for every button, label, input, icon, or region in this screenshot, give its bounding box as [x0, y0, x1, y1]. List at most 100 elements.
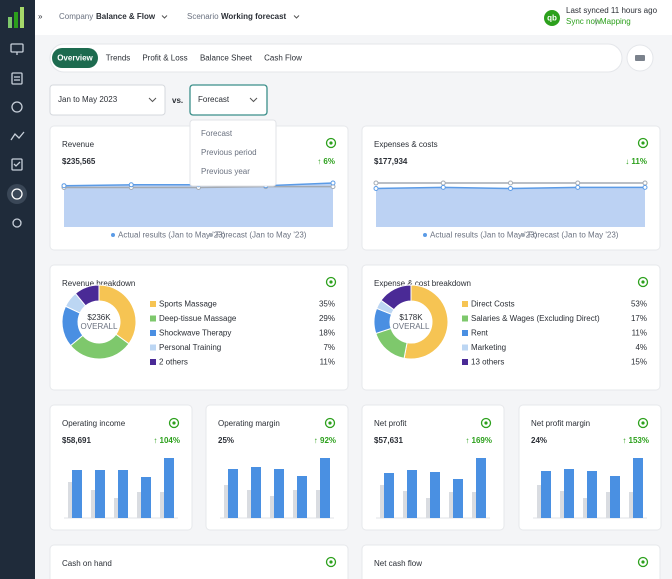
vs: vs.: [172, 96, 183, 105]
topbar: [35, 0, 672, 35]
dropdown-option[interactable]: Previous year: [201, 167, 250, 176]
point: [508, 186, 513, 191]
bar: [453, 479, 463, 518]
center-value: $236K: [87, 313, 111, 322]
legend-swatch: [150, 330, 156, 336]
bar: [95, 470, 105, 518]
legend-swatch: [423, 233, 427, 237]
card: [205, 404, 349, 531]
legend-label: Forecast (Jan to May '23): [216, 231, 307, 240]
tab[interactable]: Balance Sheet: [200, 54, 253, 63]
tab[interactable]: Trends: [106, 54, 131, 63]
bar: [251, 467, 261, 518]
eye-icon[interactable]: [324, 417, 336, 429]
legend-label: Sports Massage: [159, 300, 217, 309]
area: [64, 183, 333, 227]
legend-label: Rent: [471, 329, 489, 338]
active-nav[interactable]: [7, 184, 27, 204]
chevron: [161, 15, 168, 19]
legend-swatch: [150, 344, 156, 351]
bar: [541, 471, 551, 518]
expand[interactable]: »: [38, 12, 43, 21]
card-title: Net profit margin: [531, 419, 590, 428]
card-value: $58,691: [62, 436, 91, 445]
eye-icon[interactable]: [168, 417, 180, 429]
legend-value: 11%: [320, 358, 335, 367]
eye-pupil: [172, 421, 176, 425]
card-title: Operating income: [62, 419, 126, 428]
legend-label: Marketing: [471, 343, 506, 352]
nav-icon: [11, 188, 23, 200]
comparison-select[interactable]: [189, 84, 268, 116]
bar: [564, 469, 574, 518]
legend-value: 53%: [631, 300, 647, 309]
legend-value: 7%: [323, 343, 335, 352]
card: [361, 544, 661, 579]
dropdown-option[interactable]: Forecast: [201, 129, 233, 138]
scenario[interactable]: Working forecast: [221, 12, 287, 21]
eye-icon[interactable]: [637, 556, 649, 568]
scenario-label: Scenario: [187, 12, 219, 21]
point: [508, 180, 513, 186]
eye-icon[interactable]: [325, 556, 337, 568]
bar: [407, 470, 417, 518]
dropdown-option[interactable]: Previous period: [201, 148, 257, 157]
separator: |: [595, 17, 597, 26]
legend-value: 17%: [631, 314, 647, 323]
eye-icon[interactable]: [325, 276, 337, 288]
eye-icon[interactable]: [325, 137, 337, 149]
bar: [141, 477, 151, 518]
chevron: [249, 97, 258, 103]
dropdown-menu: [189, 119, 277, 187]
eye-pupil: [328, 421, 332, 425]
mapping[interactable]: Mapping: [600, 17, 631, 26]
card-title: Net profit: [374, 419, 407, 428]
card: [361, 404, 505, 531]
eye-pupil: [641, 280, 645, 284]
eye-icon[interactable]: [637, 276, 649, 288]
legend-swatch: [111, 233, 115, 237]
eye-icon[interactable]: [480, 417, 492, 429]
eye-icon[interactable]: [637, 417, 649, 429]
card-title: Expense & cost breakdown: [374, 279, 471, 288]
legend-label: 13 others: [471, 358, 504, 367]
legend-swatch: [150, 359, 156, 365]
point: [575, 184, 581, 190]
legend-swatch: [521, 233, 525, 237]
donut-slice: [403, 284, 449, 360]
legend-label: Forecast (Jan to May '23): [528, 231, 619, 240]
card-title: Net cash flow: [374, 559, 422, 568]
sidebar-icons[interactable]: [10, 43, 25, 228]
center-label: OVERALL: [81, 322, 118, 331]
qb-logo: [544, 10, 560, 26]
period: Jan to May 2023: [58, 95, 118, 104]
legend-swatch: [209, 233, 213, 237]
card: [49, 544, 349, 579]
change: ↑ 104%: [153, 436, 180, 445]
sync-status: Last synced 11 hours ago: [566, 6, 658, 15]
sync-now[interactable]: Sync now: [566, 17, 601, 26]
legend-label: 2 others: [159, 358, 188, 367]
company[interactable]: Balance & Flow: [96, 12, 156, 21]
active-tab: [52, 48, 98, 68]
point: [440, 184, 446, 190]
tab[interactable]: Profit & Loss: [142, 54, 187, 63]
card-title: Revenue: [62, 140, 95, 149]
card: [518, 404, 662, 531]
legend-swatch: [150, 301, 156, 307]
legend-swatch: [462, 330, 468, 336]
period-select[interactable]: [49, 84, 166, 116]
donut-slice: [74, 284, 100, 307]
tab[interactable]: Overview: [57, 54, 93, 63]
change: ↑ 6%: [317, 157, 335, 166]
card-title: Expenses & costs: [374, 140, 438, 149]
legend-swatch: [462, 301, 468, 307]
eye-icon[interactable]: [637, 137, 649, 149]
area: [376, 187, 645, 227]
center-value: $178K: [399, 313, 423, 322]
card: [49, 404, 193, 531]
center-label: OVERALL: [393, 322, 430, 331]
tab[interactable]: Cash Flow: [264, 54, 302, 63]
